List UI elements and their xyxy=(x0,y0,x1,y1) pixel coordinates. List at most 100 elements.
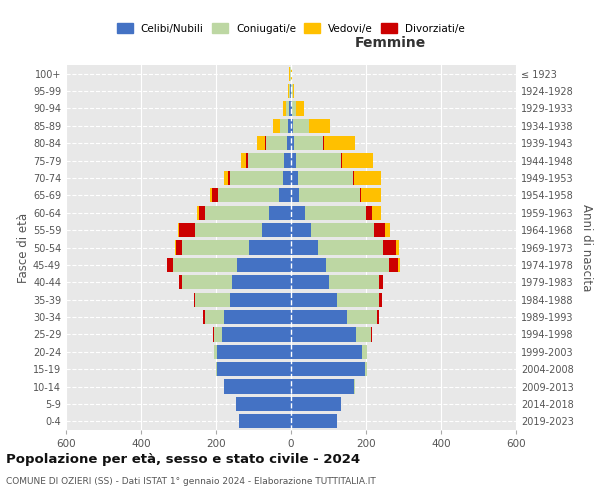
Bar xyxy=(398,258,400,272)
Bar xyxy=(265,136,287,150)
Bar xyxy=(291,414,337,428)
Bar xyxy=(257,136,265,150)
Bar xyxy=(347,310,377,324)
Bar xyxy=(296,154,341,168)
Bar xyxy=(196,292,230,307)
Bar xyxy=(293,84,295,98)
Bar xyxy=(299,188,360,202)
Bar xyxy=(248,154,284,168)
Bar xyxy=(193,292,196,307)
Bar xyxy=(291,66,292,81)
Bar xyxy=(291,223,311,237)
Bar xyxy=(197,206,199,220)
Bar xyxy=(291,344,361,359)
Bar xyxy=(324,136,355,150)
Bar xyxy=(291,118,293,133)
Bar xyxy=(341,154,342,168)
Bar xyxy=(178,223,179,237)
Bar xyxy=(199,206,205,220)
Bar xyxy=(377,310,379,324)
Bar xyxy=(214,344,217,359)
Legend: Celibi/Nubili, Coniugati/e, Vedovi/e, Divorziati/e: Celibi/Nubili, Coniugati/e, Vedovi/e, Di… xyxy=(113,19,469,38)
Bar xyxy=(373,223,385,237)
Bar xyxy=(235,397,291,411)
Bar xyxy=(329,275,379,289)
Bar xyxy=(323,136,324,150)
Bar xyxy=(353,171,355,185)
Bar xyxy=(205,206,269,220)
Bar xyxy=(217,344,291,359)
Bar xyxy=(182,240,248,254)
Bar xyxy=(212,188,218,202)
Bar xyxy=(179,275,182,289)
Bar xyxy=(360,188,361,202)
Bar xyxy=(291,362,365,376)
Bar xyxy=(366,206,371,220)
Bar xyxy=(283,171,291,185)
Bar xyxy=(232,275,291,289)
Bar xyxy=(293,118,308,133)
Bar xyxy=(337,292,379,307)
Bar xyxy=(210,188,212,202)
Bar xyxy=(296,102,304,116)
Bar xyxy=(213,328,214,342)
Bar xyxy=(278,188,291,202)
Bar xyxy=(280,118,288,133)
Bar xyxy=(224,310,291,324)
Bar xyxy=(245,154,248,168)
Bar xyxy=(224,380,291,394)
Bar xyxy=(262,223,291,237)
Bar xyxy=(230,292,291,307)
Bar xyxy=(292,102,296,116)
Bar xyxy=(248,240,291,254)
Bar xyxy=(288,118,291,133)
Bar xyxy=(298,171,353,185)
Bar xyxy=(291,380,354,394)
Y-axis label: Fasce di età: Fasce di età xyxy=(17,212,30,282)
Bar xyxy=(227,171,229,185)
Text: Popolazione per età, sesso e stato civile - 2024: Popolazione per età, sesso e stato civil… xyxy=(6,452,360,466)
Bar xyxy=(283,102,286,116)
Bar xyxy=(308,118,331,133)
Bar xyxy=(229,171,283,185)
Bar xyxy=(205,310,224,324)
Bar xyxy=(215,362,217,376)
Bar xyxy=(175,240,176,254)
Bar xyxy=(273,118,280,133)
Bar xyxy=(292,84,293,98)
Bar xyxy=(371,328,373,342)
Bar xyxy=(365,362,367,376)
Bar xyxy=(354,380,355,394)
Bar xyxy=(305,206,366,220)
Text: Femmine: Femmine xyxy=(355,36,425,51)
Bar xyxy=(294,136,323,150)
Bar xyxy=(218,188,278,202)
Bar xyxy=(311,223,373,237)
Bar xyxy=(395,240,400,254)
Y-axis label: Anni di nascita: Anni di nascita xyxy=(580,204,593,291)
Bar xyxy=(291,206,305,220)
Bar xyxy=(290,84,291,98)
Bar xyxy=(286,102,289,116)
Bar xyxy=(239,414,291,428)
Bar xyxy=(238,258,291,272)
Bar xyxy=(291,154,296,168)
Bar xyxy=(342,154,373,168)
Bar xyxy=(167,258,173,272)
Bar xyxy=(291,292,337,307)
Bar xyxy=(291,240,318,254)
Bar xyxy=(287,136,291,150)
Bar xyxy=(291,258,325,272)
Bar xyxy=(224,171,227,185)
Bar xyxy=(203,310,205,324)
Bar xyxy=(287,84,289,98)
Bar xyxy=(291,275,329,289)
Bar xyxy=(389,258,398,272)
Bar xyxy=(284,154,291,168)
Bar xyxy=(379,275,383,289)
Bar xyxy=(291,328,355,342)
Bar xyxy=(269,206,291,220)
Bar xyxy=(385,223,391,237)
Bar xyxy=(361,188,380,202)
Bar xyxy=(291,102,292,116)
